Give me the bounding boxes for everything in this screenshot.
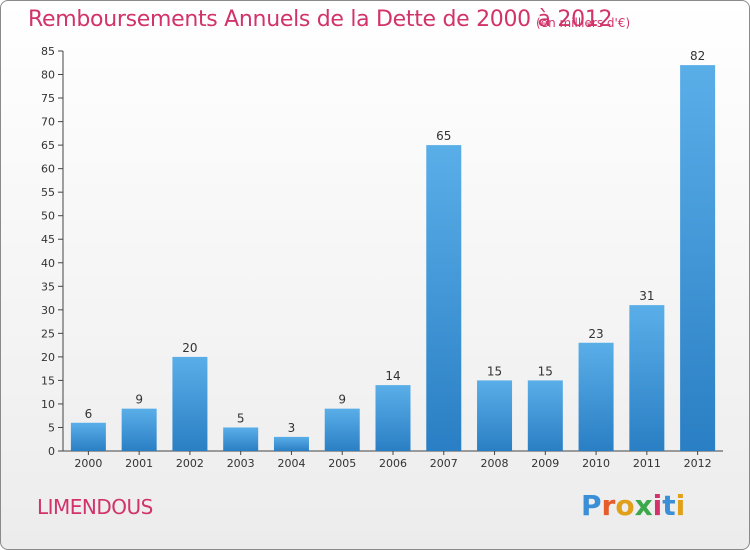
x-tick-label: 2001 [125,457,153,470]
y-tick-label: 35 [41,280,55,293]
bar-value-label: 14 [385,369,400,383]
y-tick-label: 60 [41,163,55,176]
y-tick-label: 10 [41,398,55,411]
y-tick-label: 65 [41,139,55,152]
bar-value-label: 15 [487,364,502,378]
bar [426,145,462,451]
y-tick-label: 15 [41,374,55,387]
bar-value-label: 15 [538,364,553,378]
bar-value-label: 9 [135,393,143,407]
bar-value-label: 23 [588,327,603,341]
logo-letter: x [634,489,653,522]
bar [273,436,309,451]
y-tick-label: 85 [41,45,55,58]
y-tick-label: 55 [41,186,55,199]
x-tick-label: 2008 [481,457,509,470]
logo-letter: t [662,489,676,522]
bar-value-label: 82 [690,49,705,63]
bar [629,305,665,451]
bar [172,356,208,451]
commune-name: LIMENDOUS [37,495,153,519]
bar-value-label: 5 [237,411,245,425]
bar-value-label: 3 [288,421,296,435]
bar [680,65,716,451]
x-tick-label: 2004 [277,457,305,470]
chart-title: Remboursements Annuels de la Dette de 20… [28,7,613,32]
x-tick-label: 2007 [430,457,458,470]
unit-note: (en milliers d'€) [536,16,631,30]
y-tick-label: 20 [41,351,55,364]
labels: 2000 6 2001 9 2002 20 2003 5 2004 3 2005 9 2006 14 200… [74,49,711,470]
x-tick-label: 2006 [379,457,407,470]
bar [578,342,614,451]
bar [121,408,157,451]
y-tick-label: 70 [41,116,55,129]
logo-letter: i [652,489,663,522]
bar [527,380,563,451]
y-tick-label: 75 [41,92,55,105]
y-tick-label: 80 [41,69,55,82]
y-tick-label: 30 [41,304,55,317]
bar-value-label: 9 [338,393,346,407]
bar-value-label: 65 [436,129,451,143]
y-tick-label: 40 [41,257,55,270]
x-tick-label: 2010 [582,457,610,470]
x-tick-label: 2002 [176,457,204,470]
logo-letter: i [675,489,686,522]
x-tick-label: 2000 [74,457,102,470]
x-tick-label: 2009 [531,457,559,470]
bar [477,380,513,451]
proxiti-logo: Proxiti [581,489,685,522]
y-tick-label: 45 [41,233,55,246]
x-tick-label: 2012 [684,457,712,470]
y-tick-label: 5 [48,421,55,434]
bars [70,65,716,451]
bar [375,385,411,451]
y-tick-label: 50 [41,210,55,223]
x-tick-label: 2011 [633,457,661,470]
bar [324,408,360,451]
bar-value-label: 6 [85,407,93,421]
bar [223,427,259,451]
y-tick-label: 0 [48,445,55,458]
x-tick-label: 2003 [227,457,255,470]
logo-letter: o [615,489,635,522]
bar-value-label: 20 [182,341,197,355]
x-tick-label: 2005 [328,457,356,470]
bar-value-label: 31 [639,289,654,303]
bar [70,422,106,451]
logo-letter: r [601,489,616,522]
y-tick-label: 25 [41,327,55,340]
logo-letter: P [581,489,602,522]
